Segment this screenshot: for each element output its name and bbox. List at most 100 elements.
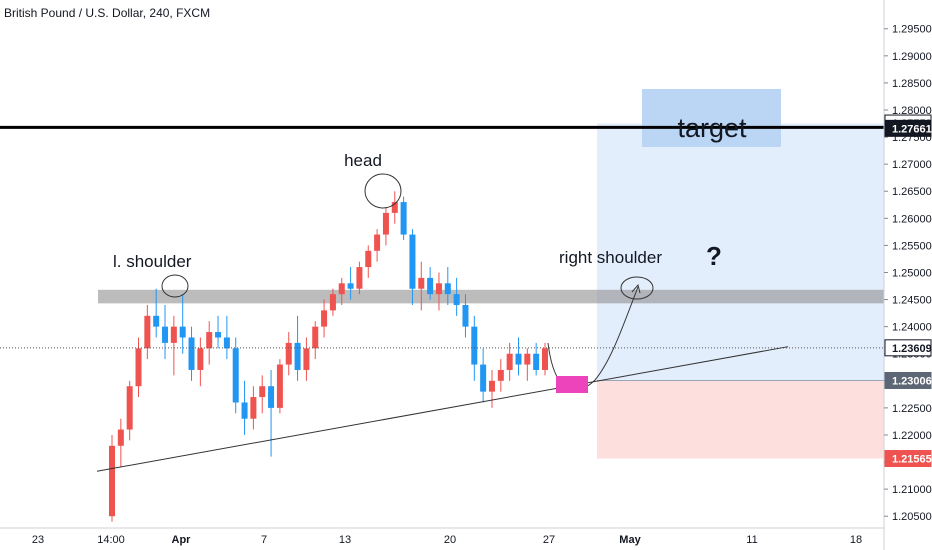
candle-body bbox=[312, 326, 319, 349]
candle-body bbox=[365, 250, 372, 268]
y-tick-label: 1.25500 bbox=[892, 240, 932, 252]
trendline bbox=[96, 346, 789, 472]
candle-body bbox=[294, 342, 301, 370]
candle-body bbox=[471, 326, 478, 365]
y-tick-label: 1.28000 bbox=[892, 105, 932, 117]
candle-body bbox=[144, 315, 151, 349]
y-tick-label: 1.24000 bbox=[892, 322, 932, 334]
candle-body bbox=[533, 353, 540, 370]
candle-body bbox=[462, 304, 469, 327]
x-tick-label: Apr bbox=[172, 534, 192, 546]
y-tick-label: 1.29500 bbox=[892, 24, 932, 36]
candle-body bbox=[488, 380, 495, 392]
projection-arrowhead bbox=[631, 283, 641, 294]
candle-body bbox=[382, 212, 389, 235]
right-shoulder-label: right shoulder bbox=[559, 248, 662, 267]
price-label: 1.21565 bbox=[892, 454, 932, 466]
candle-body bbox=[542, 348, 548, 370]
y-tick-label: 1.26000 bbox=[892, 213, 932, 225]
left-shoulder-circle bbox=[161, 274, 189, 298]
candle-body bbox=[321, 310, 328, 327]
candle-body bbox=[506, 353, 513, 370]
candle-body bbox=[329, 294, 336, 311]
loss-zone bbox=[597, 380, 884, 459]
candle-body bbox=[170, 326, 177, 343]
head-circle bbox=[364, 173, 402, 209]
candle-body bbox=[524, 353, 531, 365]
candle-body bbox=[480, 364, 487, 392]
y-tick-label: 1.28500 bbox=[892, 78, 932, 90]
candle-body bbox=[117, 429, 124, 446]
x-tick-label: 7 bbox=[261, 534, 267, 546]
head-label: head bbox=[344, 151, 382, 170]
candle-body bbox=[427, 277, 434, 295]
profit-zone bbox=[597, 123, 884, 381]
x-tick-label: 13 bbox=[339, 534, 351, 546]
candle-body bbox=[241, 402, 248, 419]
candle-body bbox=[197, 348, 204, 370]
y-tick-label: 1.24500 bbox=[892, 295, 932, 307]
candle-body bbox=[126, 386, 133, 430]
candle-body bbox=[153, 315, 160, 327]
x-tick-label: 27 bbox=[543, 534, 555, 546]
y-tick-label: 1.25000 bbox=[892, 267, 932, 279]
candle-body bbox=[232, 348, 239, 403]
candle-body bbox=[338, 283, 345, 295]
x-tick-label: May bbox=[619, 534, 641, 546]
y-tick-label: 1.22000 bbox=[892, 430, 932, 442]
y-tick-label: 1.26500 bbox=[892, 186, 932, 198]
candle-body bbox=[374, 234, 381, 251]
price-label: 1.23006 bbox=[892, 375, 932, 387]
candle-body bbox=[303, 348, 310, 370]
candle-body bbox=[347, 283, 354, 289]
candle-body bbox=[223, 337, 230, 349]
candle-body bbox=[188, 337, 195, 370]
candle-body bbox=[109, 445, 115, 517]
x-tick-label: 23 bbox=[32, 534, 44, 546]
x-tick-label: 18 bbox=[850, 534, 862, 546]
candle-body bbox=[391, 202, 398, 213]
candle-body bbox=[268, 386, 275, 408]
question-mark: ? bbox=[706, 241, 722, 271]
candle-body bbox=[179, 326, 186, 338]
candle-body bbox=[135, 348, 142, 387]
neckline-band bbox=[98, 289, 884, 304]
y-tick-label: 1.22500 bbox=[892, 403, 932, 415]
price-label: 1.27661 bbox=[892, 123, 932, 135]
price-label-box bbox=[884, 119, 932, 137]
price-label-box bbox=[884, 371, 932, 389]
x-tick-label: 20 bbox=[444, 534, 456, 546]
candle-body bbox=[162, 326, 169, 343]
candle-body bbox=[435, 283, 442, 295]
candle-body bbox=[250, 397, 257, 419]
candle-body bbox=[215, 332, 222, 338]
target-label: target bbox=[677, 113, 747, 143]
x-tick-label: 14:00 bbox=[97, 534, 125, 546]
left-shoulder-label: l. shoulder bbox=[113, 252, 192, 271]
y-tick-label: 1.20500 bbox=[892, 511, 932, 523]
candle-body bbox=[259, 386, 266, 398]
x-tick-label: 11 bbox=[746, 534, 757, 546]
candle-body bbox=[453, 294, 460, 305]
candle-body bbox=[418, 277, 425, 289]
candle-body bbox=[285, 342, 292, 365]
target-box bbox=[642, 89, 781, 147]
candle-body bbox=[409, 234, 416, 289]
candle-body bbox=[515, 353, 522, 365]
candle-body bbox=[206, 332, 213, 349]
candle-body bbox=[444, 283, 451, 295]
price-label-box bbox=[884, 450, 932, 468]
entry-marker bbox=[556, 376, 588, 393]
y-tick-label: 1.29000 bbox=[892, 51, 932, 63]
price-label-box bbox=[884, 339, 932, 357]
price-label: 1.23609 bbox=[892, 343, 932, 355]
chart-title: British Pound / U.S. Dollar, 240, FXCM bbox=[4, 6, 211, 20]
y-tick-label: 1.27000 bbox=[892, 159, 932, 171]
y-tick-label: 1.21000 bbox=[892, 484, 932, 496]
candle-body bbox=[276, 364, 283, 408]
right-shoulder-circle bbox=[620, 276, 654, 300]
candle-body bbox=[356, 267, 363, 289]
candle-body bbox=[400, 202, 407, 235]
candle-body bbox=[497, 369, 504, 381]
